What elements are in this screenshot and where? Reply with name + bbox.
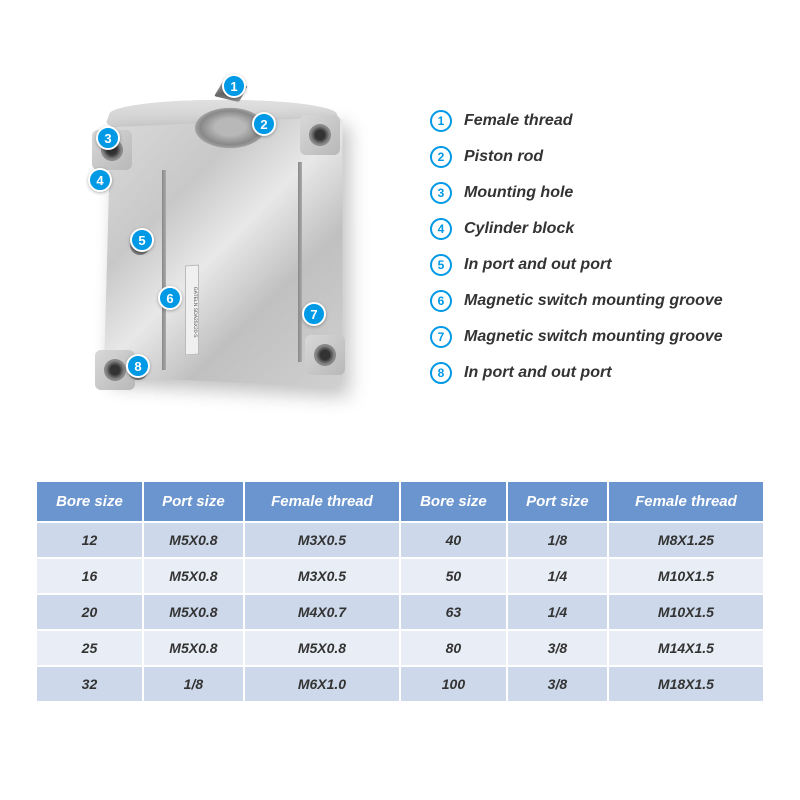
table-cell: M5X0.8: [144, 523, 243, 557]
table-header-cell: Bore size: [37, 482, 142, 521]
product-label-plate: GATELN SDA25X20-S: [185, 265, 199, 356]
table-cell: M8X1.25: [609, 523, 763, 557]
legend-label: In port and out port: [464, 256, 612, 274]
top-section: GATELN SDA25X20-S 12345678 1Female threa…: [0, 0, 800, 480]
table-cell: M3X0.5: [245, 523, 399, 557]
legend-item-7: 7 Magnetic switch mounting groove: [430, 326, 760, 348]
callout-badge-8: 8: [126, 354, 150, 378]
legend-number-badge: 3: [430, 182, 452, 204]
table-cell: M4X0.7: [245, 595, 399, 629]
callout-badge-4: 4: [88, 168, 112, 192]
callout-badge-5: 5: [130, 228, 154, 252]
legend-item-8: 8 In port and out port: [430, 362, 760, 384]
table-cell: M5X0.8: [144, 631, 243, 665]
callout-badge-6: 6: [158, 286, 182, 310]
table-header-cell: Port size: [144, 482, 243, 521]
legend-label: Piston rod: [464, 148, 543, 166]
table-row: 321/8M6X1.01003/8M18X1.5: [37, 667, 763, 701]
callout-badge-7: 7: [302, 302, 326, 326]
table-row: 20M5X0.8M4X0.7631/4M10X1.5: [37, 595, 763, 629]
legend-label: Magnetic switch mounting groove: [464, 328, 723, 346]
table-cell: 40: [401, 523, 506, 557]
legend-item-2: 2 Piston rod: [430, 146, 760, 168]
table-cell: M3X0.5: [245, 559, 399, 593]
table-cell: M6X1.0: [245, 667, 399, 701]
spec-table: Bore sizePort sizeFemale threadBore size…: [35, 480, 765, 703]
legend-number-badge: 1: [430, 110, 452, 132]
legend-label: Magnetic switch mounting groove: [464, 292, 723, 310]
table-cell: M10X1.5: [609, 595, 763, 629]
table-cell: 63: [401, 595, 506, 629]
table-cell: 50: [401, 559, 506, 593]
legend-number-badge: 7: [430, 326, 452, 348]
legend-item-3: 3 Mounting hole: [430, 182, 760, 204]
table-cell: 1/8: [144, 667, 243, 701]
table-row: 25M5X0.8M5X0.8803/8M14X1.5: [37, 631, 763, 665]
table-cell: 3/8: [508, 631, 607, 665]
table-cell: 3/8: [508, 667, 607, 701]
table-cell: 25: [37, 631, 142, 665]
legend-item-4: 4 Cylinder block: [430, 218, 760, 240]
callout-badge-1: 1: [222, 74, 246, 98]
legend-number-badge: 2: [430, 146, 452, 168]
table-cell: 32: [37, 667, 142, 701]
table-row: 16M5X0.8M3X0.5501/4M10X1.5: [37, 559, 763, 593]
table-row: 12M5X0.8M3X0.5401/8M8X1.25: [37, 523, 763, 557]
legend-item-6: 6 Magnetic switch mounting groove: [430, 290, 760, 312]
table-cell: M5X0.8: [245, 631, 399, 665]
table-cell: 20: [37, 595, 142, 629]
legend-number-badge: 6: [430, 290, 452, 312]
callout-badge-2: 2: [252, 112, 276, 136]
spec-table-section: Bore sizePort sizeFemale threadBore size…: [0, 480, 800, 703]
legend-item-5: 5 In port and out port: [430, 254, 760, 276]
table-cell: 1/4: [508, 559, 607, 593]
table-cell: 1/8: [508, 523, 607, 557]
legend-number-badge: 5: [430, 254, 452, 276]
table-cell: 80: [401, 631, 506, 665]
table-cell: 12: [37, 523, 142, 557]
legend-number-badge: 8: [430, 362, 452, 384]
legend-label: Cylinder block: [464, 220, 574, 238]
table-cell: M5X0.8: [144, 559, 243, 593]
table-header-cell: Female thread: [245, 482, 399, 521]
table-cell: M5X0.8: [144, 595, 243, 629]
table-header-cell: Bore size: [401, 482, 506, 521]
table-cell: 1/4: [508, 595, 607, 629]
table-cell: M14X1.5: [609, 631, 763, 665]
table-cell: 100: [401, 667, 506, 701]
product-diagram: GATELN SDA25X20-S 12 3 4 5 6 7 8: [30, 50, 400, 470]
table-cell: M18X1.5: [609, 667, 763, 701]
legend-label: Mounting hole: [464, 184, 573, 202]
legend-label: Female thread: [464, 112, 572, 130]
table-header-cell: Port size: [508, 482, 607, 521]
table-cell: 16: [37, 559, 142, 593]
table-header-cell: Female thread: [609, 482, 763, 521]
callout-badge-3: 3: [96, 126, 120, 150]
callout-legend: 1 Female thread 2 Piston rod 3 Mounting hole 4…: [400, 50, 760, 450]
legend-item-1: 1 Female thread: [430, 110, 760, 132]
table-cell: M10X1.5: [609, 559, 763, 593]
legend-label: In port and out port: [464, 364, 612, 382]
legend-number-badge: 4: [430, 218, 452, 240]
